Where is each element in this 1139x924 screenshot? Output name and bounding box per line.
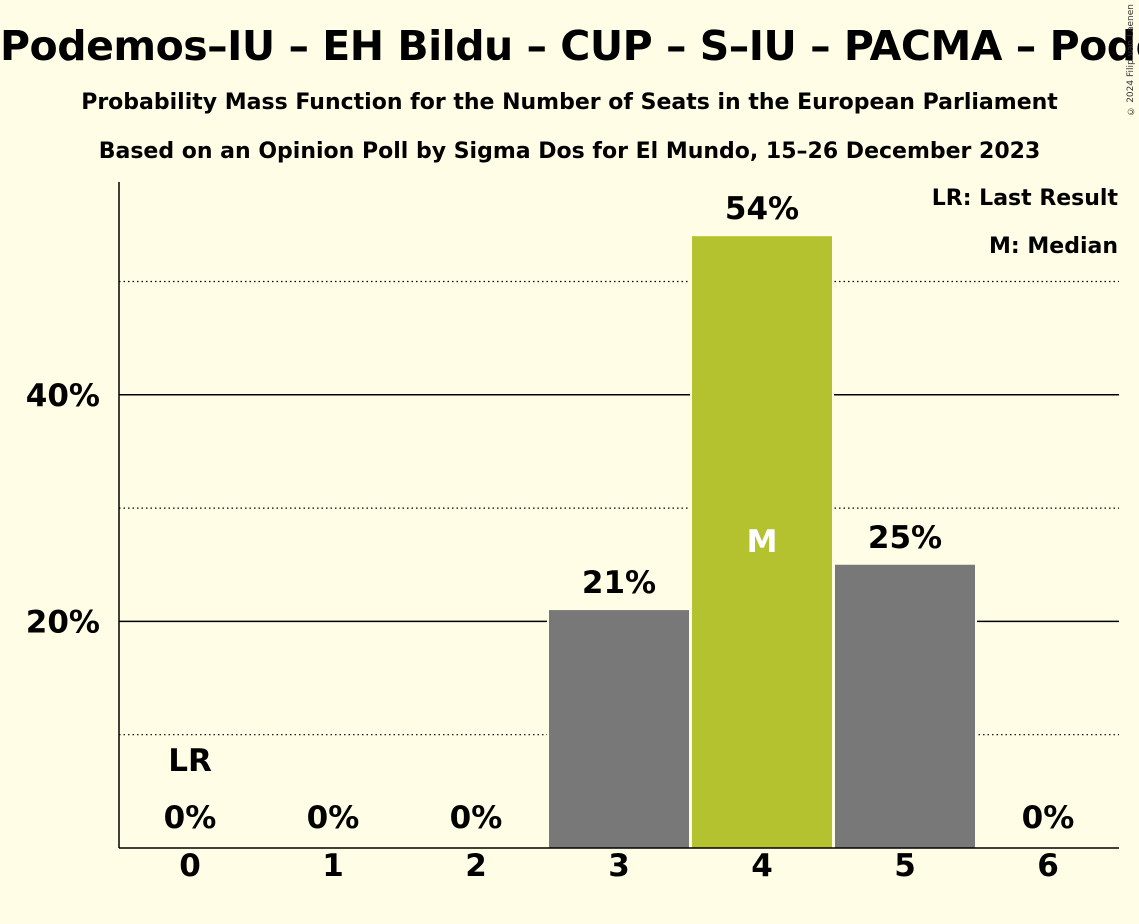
data-label: 0% [164, 800, 217, 836]
legend-last-result: LR: Last Result [931, 186, 1118, 211]
data-label: 25% [868, 520, 942, 556]
x-tick-label: 6 [1037, 848, 1059, 884]
x-tick-label: 2 [465, 848, 487, 884]
bar-seats-4 [692, 236, 832, 848]
legend-median: M: Median [989, 234, 1118, 259]
chart-subtitle: Probability Mass Function for the Number… [81, 90, 1058, 115]
chart-title: Podemos–IU – EH Bildu – CUP – S–IU – PAC… [0, 22, 1139, 70]
median-marker: M [747, 524, 778, 560]
chart-source: Based on an Opinion Poll by Sigma Dos fo… [98, 139, 1041, 164]
x-tick-label: 0 [179, 848, 201, 884]
x-tick-label: 1 [322, 848, 344, 884]
data-label: 21% [582, 565, 656, 601]
bar-seats-3 [549, 610, 689, 848]
last-result-marker: LR [168, 743, 212, 779]
x-tick-label: 3 [608, 848, 630, 884]
y-tick-label: 40% [26, 378, 100, 414]
data-label: 0% [1022, 800, 1075, 836]
data-label: 0% [307, 800, 360, 836]
data-label: 54% [725, 191, 799, 227]
data-label: 0% [450, 800, 503, 836]
y-tick-label: 20% [26, 604, 100, 640]
x-tick-label: 5 [894, 848, 916, 884]
bar-seats-5 [835, 564, 975, 848]
x-tick-label: 4 [751, 848, 773, 884]
